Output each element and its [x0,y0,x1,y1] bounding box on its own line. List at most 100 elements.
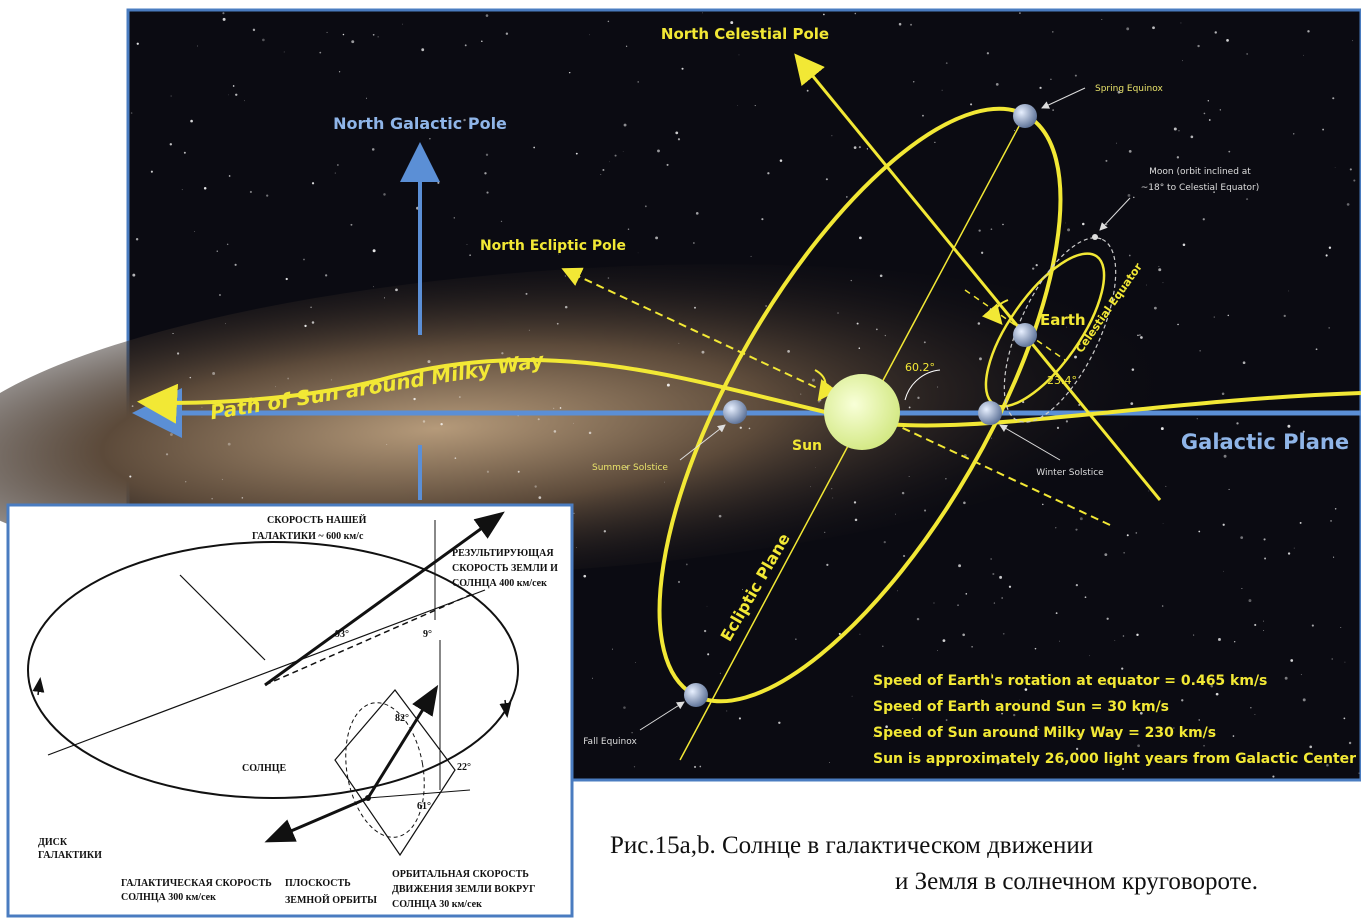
star [730,21,733,24]
star [1163,523,1164,524]
star [1074,356,1077,359]
star [987,52,989,54]
star [1236,422,1238,424]
star [854,501,856,503]
star [946,62,948,64]
star [378,36,379,37]
earth-spring [1013,104,1037,128]
star [1082,223,1085,226]
star [262,39,265,42]
fact: Speed of Sun around Milky Way = 230 km/s [873,725,1216,741]
star [726,711,727,712]
star [1158,268,1161,271]
star [576,547,577,548]
star [576,153,578,155]
label: Summer Solstice [592,463,668,473]
star [1055,527,1056,528]
star [384,297,385,298]
caption: и Земля в солнечном круговороте. [895,868,1258,895]
star [1127,534,1129,536]
star [1284,315,1286,317]
star [481,40,483,42]
star [1350,168,1352,170]
star [737,105,738,106]
star [1197,45,1199,47]
label: ОРБИТАЛЬНАЯ СКОРОСТЬ [392,869,529,880]
star [569,72,570,73]
star [1035,648,1037,650]
label: СОЛНЦЕ [242,763,287,774]
star [678,138,680,140]
star [965,593,967,595]
star [912,718,913,719]
star [1014,130,1015,131]
star [1316,348,1318,350]
star [592,678,593,679]
star [275,386,276,387]
star [963,502,966,505]
star [373,286,374,287]
star [1214,317,1215,318]
star [177,352,179,354]
star [1161,427,1164,430]
star [1223,571,1224,572]
star [749,428,751,430]
star [1343,718,1345,720]
star [1301,674,1302,675]
label: 82° [395,713,409,724]
star [1089,655,1090,656]
star [1052,31,1053,32]
star [1249,599,1252,602]
star [565,306,568,309]
label: ЗЕМНОЙ ОРБИТЫ [285,894,377,906]
star [740,427,742,429]
star [681,68,683,70]
star [1353,179,1355,181]
star [1019,12,1020,13]
star [991,228,993,230]
star [1203,745,1205,747]
label: ~18° to Celestial Equator) [1141,183,1260,193]
star [350,224,352,226]
star [826,564,828,566]
star [903,555,905,557]
star [413,398,415,400]
star [589,432,592,435]
star [1228,151,1230,153]
star [943,639,946,642]
star [812,379,815,382]
star [1036,264,1038,266]
star [810,486,811,487]
star [1052,109,1053,110]
star [250,191,252,193]
star [1163,282,1164,283]
star [372,148,375,151]
star [373,34,375,36]
star [971,646,972,647]
star [707,653,709,655]
label: ГАЛАКТИКИ [38,850,102,861]
star [1254,624,1256,626]
star [880,274,883,277]
star [978,322,981,325]
label: СОЛНЦА 30 км/сек [392,899,482,910]
earth-fall [684,683,708,707]
star [229,175,231,177]
star [459,396,461,398]
star [1116,143,1117,144]
star [824,532,825,533]
star [518,471,520,473]
star [1333,557,1334,558]
star [1216,693,1219,696]
star [1228,315,1230,317]
star [1288,552,1290,554]
star [129,475,131,477]
star [626,46,627,47]
star [529,330,530,331]
star [1349,742,1351,744]
star [225,323,226,324]
star [166,453,168,455]
star [201,407,202,408]
star [855,519,858,522]
star [1133,197,1134,198]
